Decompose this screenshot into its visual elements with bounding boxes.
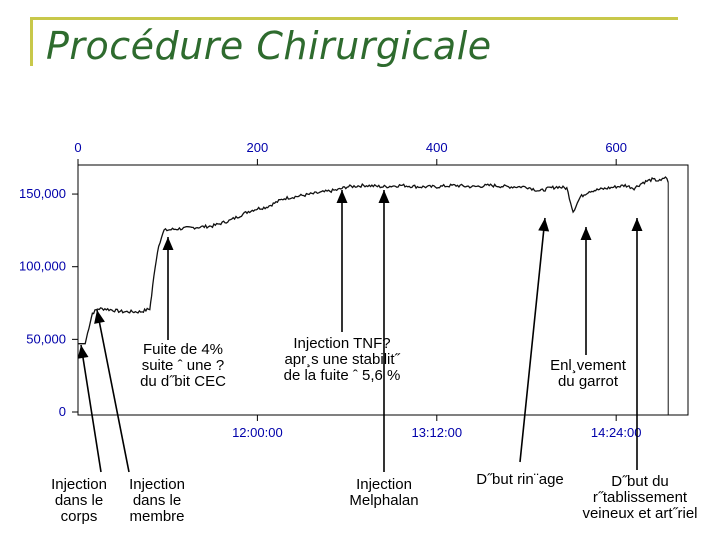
arrow-debut-retablissement-head xyxy=(631,218,643,231)
data-series-line xyxy=(78,176,669,345)
arrow-injection-corps-shaft xyxy=(80,344,102,473)
y-tick-label-0: 0 xyxy=(59,404,66,419)
arrow-injection-membre-head xyxy=(94,310,105,324)
top-tick-label-0: 0 xyxy=(74,140,81,155)
annotation-injection-membre: Injection dans le membre xyxy=(129,476,185,525)
annotation-injection-tnf: Injection TNF? apr¸s une stabilit˝ de la… xyxy=(283,335,401,384)
top-tick-label-3: 600 xyxy=(605,140,627,155)
top-tick-label-1: 200 xyxy=(247,140,269,155)
arrow-debut-rincage-head xyxy=(538,218,550,232)
annotation-enlevement-garrot: Enl¸vement du garrot xyxy=(550,357,626,390)
annotation-fuite: Fuite de 4% suite ˆ une ? du d˝bit CEC xyxy=(140,341,226,390)
page-title: Procédure Chirurgicale xyxy=(46,24,492,68)
arrow-enlevement-garrot-head xyxy=(580,227,592,240)
annotation-injection-corps: Injection dans le corps xyxy=(51,476,107,525)
y-tick-label-1: 50,000 xyxy=(26,331,66,346)
bottom-tick-label-1: 13:12:00 xyxy=(411,425,462,440)
arrow-debut-rincage-shaft xyxy=(519,217,546,463)
y-tick-label-2: 100,000 xyxy=(19,259,66,274)
title-decoration-vertical xyxy=(30,20,33,66)
y-tick-label-3: 150,000 xyxy=(19,186,66,201)
arrow-injection-corps-head xyxy=(77,345,89,359)
arrow-injection-membre-shaft xyxy=(96,309,130,473)
plot-frame xyxy=(77,164,689,416)
annotation-debut-retablissement: D˝but du r˝tablissement veineux et art˝r… xyxy=(582,473,698,522)
title-decoration-horizontal xyxy=(30,17,678,20)
top-tick-label-2: 400 xyxy=(426,140,448,155)
bottom-tick-label-0: 12:00:00 xyxy=(232,425,283,440)
bottom-tick-label-2: 14:24:00 xyxy=(591,425,642,440)
arrow-injection-melphalan-head xyxy=(378,190,390,203)
arrow-injection-tnf-head xyxy=(336,190,348,203)
annotation-injection-melphalan: Injection Melphalan xyxy=(349,476,419,509)
annotation-debut-rincage: D˝but rin¨age xyxy=(476,471,564,488)
arrow-fuite-head xyxy=(162,237,174,250)
